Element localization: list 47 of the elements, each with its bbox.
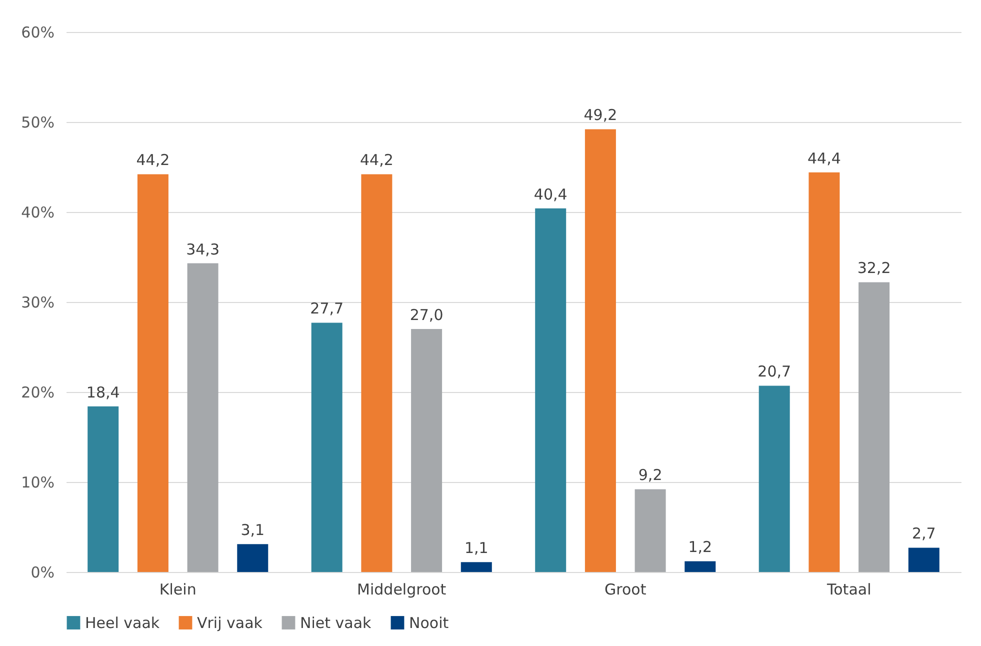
bar [584,129,616,572]
legend-label: Heel vaak [85,614,160,632]
bar [237,544,268,572]
x-tick-label: Totaal [826,580,872,598]
bar [535,208,566,572]
data-label: 49,2 [584,106,618,124]
data-label: 32,2 [857,259,891,278]
data-label: 27,7 [310,300,344,318]
bar [634,489,666,572]
data-label: 20,7 [758,362,792,381]
data-label: 3,1 [240,521,265,540]
legend-label: Nooit [409,614,449,632]
data-label: 2,7 [912,524,936,543]
data-label: 9,2 [638,466,662,484]
y-tick-label: 10% [21,474,54,492]
y-tick-label: 60% [21,24,54,42]
bar [908,548,940,572]
bar [684,561,716,572]
bar [311,322,342,572]
data-label: 34,3 [186,240,220,258]
data-label: 44,2 [136,151,170,170]
y-tick-label: 30% [21,294,54,312]
bar [187,263,218,572]
y-tick-label: 0% [30,564,54,582]
data-label: 1,1 [464,539,488,558]
data-label: 44,4 [808,149,841,168]
bar [361,174,392,572]
bar [411,329,442,572]
x-tick-label: Groot [604,580,646,598]
bar [88,406,119,572]
y-tick-label: 20% [21,384,54,402]
bar [808,172,840,572]
bar [858,282,890,572]
data-label: 27,0 [410,306,444,324]
y-tick-label: 40% [21,204,54,222]
x-tick-label: Middelgroot [357,580,446,598]
data-label: 40,4 [534,185,568,204]
legend-label: Vrij vaak [197,614,263,632]
bar [758,386,790,572]
x-tick-label: Klein [159,580,196,598]
y-tick-label: 50% [21,114,54,132]
legend-label: Niet vaak [300,614,372,632]
bar [460,562,492,572]
data-label: 1,2 [688,538,712,556]
bar [137,174,168,572]
data-label: 44,2 [360,151,394,170]
data-label: 18,4 [86,383,120,402]
